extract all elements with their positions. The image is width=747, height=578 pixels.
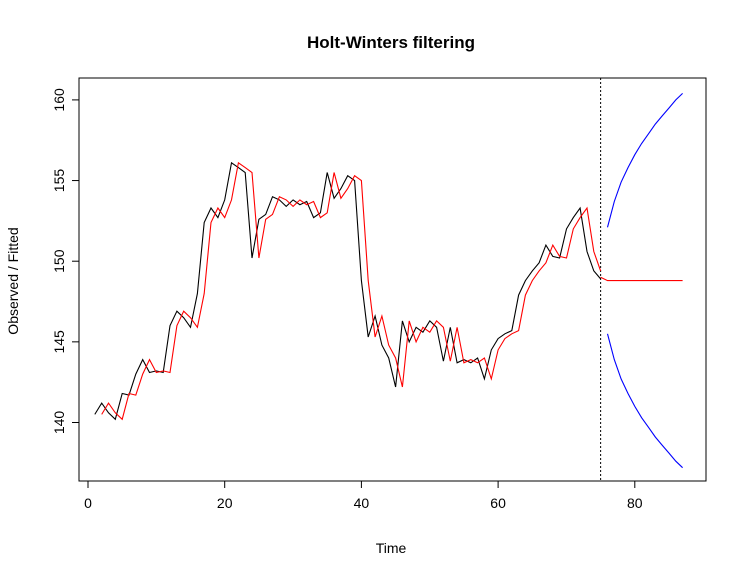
x-axis: 0 20 40 60 80 bbox=[84, 480, 643, 511]
x-tick-label: 80 bbox=[627, 495, 643, 511]
observed-series-line bbox=[94, 161, 602, 421]
y-tick-label: 150 bbox=[51, 249, 67, 273]
y-tick-label: 155 bbox=[51, 169, 67, 193]
x-axis-label: Time bbox=[376, 540, 407, 556]
chart-title: Holt-Winters filtering bbox=[307, 33, 475, 52]
lower-bound-series-line bbox=[606, 333, 683, 469]
fitted-series-line bbox=[101, 161, 602, 421]
y-tick-label: 145 bbox=[51, 330, 67, 354]
x-tick-label: 0 bbox=[84, 495, 92, 511]
x-tick-label: 40 bbox=[354, 495, 370, 511]
x-tick-label: 60 bbox=[490, 495, 506, 511]
forecast-series-line bbox=[600, 276, 683, 282]
y-tick-label: 140 bbox=[51, 411, 67, 435]
x-tick-label: 20 bbox=[217, 495, 233, 511]
plot-area bbox=[94, 78, 683, 481]
upper-bound-series-line bbox=[606, 93, 683, 228]
y-tick-label: 160 bbox=[51, 88, 67, 112]
y-axis-label: Observed / Fitted bbox=[5, 227, 21, 334]
y-axis: 140 145 150 155 160 bbox=[51, 88, 80, 435]
